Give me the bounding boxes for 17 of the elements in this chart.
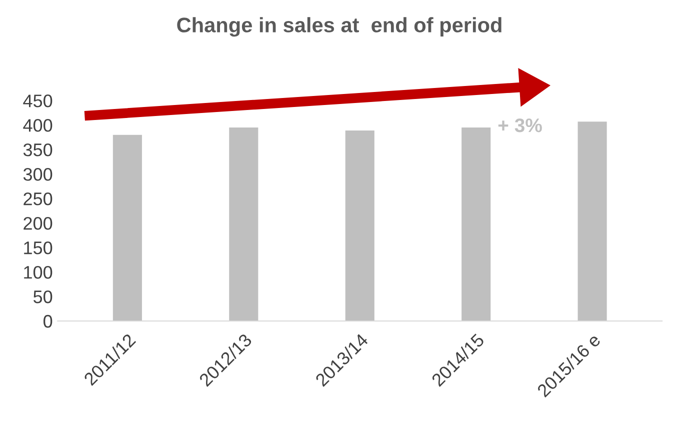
y-tick-label: 400 [23, 119, 52, 132]
y-tick-label: 300 [23, 168, 52, 181]
bar [578, 122, 607, 321]
y-tick-label: 250 [24, 192, 52, 206]
y-tick-label: 0 [44, 314, 52, 328]
y-tick-label: 450 [23, 94, 52, 108]
y-tick-label: 50 [33, 290, 52, 304]
y-tick-label: 200 [24, 216, 52, 230]
annotation: + 3% [498, 118, 542, 132]
chart-title: Change in sales at end of period [177, 17, 502, 37]
bar [462, 128, 491, 321]
y-tick-label: 100 [24, 266, 52, 279]
bar [345, 130, 374, 321]
y-tick-label: 150 [24, 241, 52, 254]
bar [112, 134, 142, 321]
bar [229, 128, 258, 321]
y-tick-label: 350 [23, 143, 52, 156]
